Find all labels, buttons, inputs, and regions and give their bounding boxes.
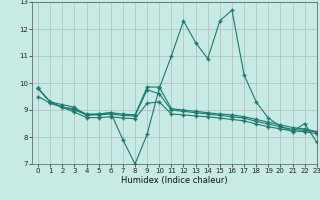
X-axis label: Humidex (Indice chaleur): Humidex (Indice chaleur) [121,176,228,185]
